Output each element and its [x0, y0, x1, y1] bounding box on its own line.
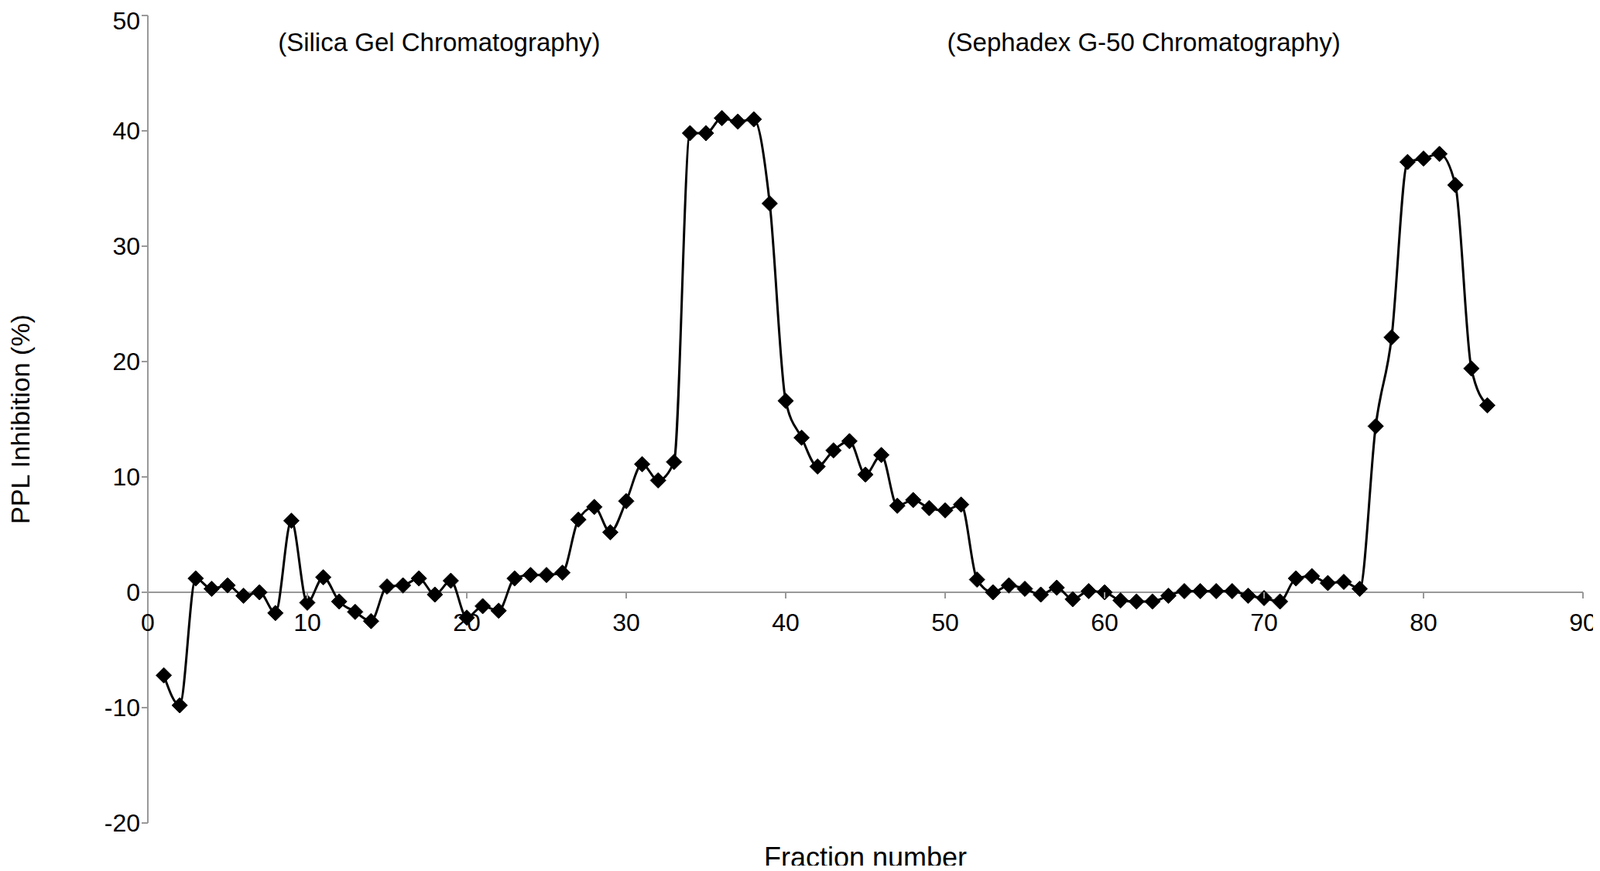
svg-text:40: 40: [771, 608, 800, 637]
svg-text:0: 0: [126, 578, 141, 607]
svg-text:50: 50: [931, 608, 960, 637]
svg-text:80: 80: [1409, 608, 1438, 637]
svg-text:40: 40: [112, 116, 141, 145]
svg-text:50: 50: [112, 6, 141, 35]
svg-text:10: 10: [112, 462, 141, 491]
svg-text:90: 90: [1569, 608, 1594, 637]
svg-text:30: 30: [112, 232, 141, 261]
html-text:(Sephadex G-50 Chromatography): (Sephadex G-50 Chromatography): [947, 27, 1341, 57]
svg-text:20: 20: [112, 347, 141, 376]
svg-text:70: 70: [1250, 608, 1278, 637]
svg-text:60: 60: [1090, 608, 1119, 637]
svg-text:-10: -10: [104, 693, 141, 722]
svg-text:PPL Inhibition (%): PPL Inhibition (%): [6, 314, 35, 525]
svg-text:20: 20: [452, 608, 481, 637]
svg-text:10: 10: [293, 608, 322, 637]
svg-text:0: 0: [140, 608, 155, 637]
svg-text:Fraction number: Fraction number: [764, 841, 967, 866]
svg-text:30: 30: [612, 608, 641, 637]
html-text:(Silica Gel Chromatography): (Silica Gel Chromatography): [278, 27, 601, 57]
svg-text:-20: -20: [104, 808, 141, 837]
